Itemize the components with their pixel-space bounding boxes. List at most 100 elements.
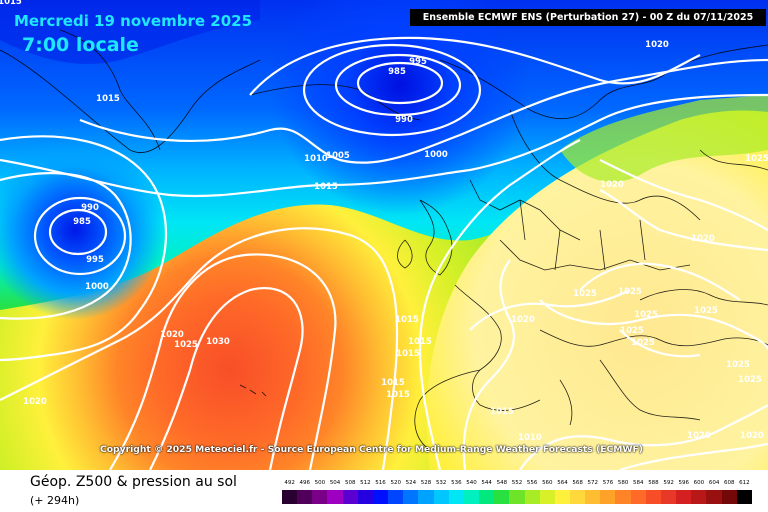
color-scale-label: 568 xyxy=(572,480,583,486)
color-scale-label: 536 xyxy=(451,480,462,486)
color-scale-swatch xyxy=(569,490,586,504)
local-time: 7:00 locale xyxy=(22,34,139,56)
map-label: 1000 xyxy=(424,150,448,160)
color-scale-swatch xyxy=(448,490,464,504)
color-scale-swatch xyxy=(494,490,510,504)
color-scale-swatch xyxy=(479,490,495,504)
map-label: 1025 xyxy=(631,338,655,348)
map-label: 1030 xyxy=(206,337,230,347)
color-scale-label: 500 xyxy=(314,480,326,486)
map-label: 1015 xyxy=(0,0,22,7)
map-label: 1010 xyxy=(518,433,542,443)
color-scale-label: 576 xyxy=(602,480,614,486)
model-run-banner: Ensemble ECMWF ENS (Perturbation 27) - 0… xyxy=(410,9,766,26)
color-scale-label: 504 xyxy=(329,480,341,486)
map-label: 995 xyxy=(86,255,104,265)
color-scale-label: 608 xyxy=(724,480,735,486)
map-label: 1025 xyxy=(726,360,750,370)
color-scale-label: 592 xyxy=(663,480,674,486)
color-scale-label: 572 xyxy=(587,480,599,486)
color-scale-swatch xyxy=(539,490,555,504)
z500-map: 1015 1015 995 985 990 1000 1010 1005 101… xyxy=(0,0,768,470)
map-label: 1015 xyxy=(408,337,432,347)
map-label: 1015 xyxy=(386,390,410,400)
color-scale-swatch xyxy=(297,490,313,504)
map-label: 1015 xyxy=(396,349,420,359)
map-label: 1015 xyxy=(490,407,514,417)
map-label: 985 xyxy=(388,67,406,77)
color-scale-bar xyxy=(282,490,752,504)
map-label: 1020 xyxy=(600,180,624,190)
map-label: 1020 xyxy=(23,397,47,407)
color-scale-swatch xyxy=(403,490,419,504)
color-scale-swatch xyxy=(721,490,737,504)
color-scale-swatch xyxy=(327,490,343,504)
map-label: 1015 xyxy=(314,182,338,192)
color-scale-swatch xyxy=(585,490,601,504)
color-scale-label: 532 xyxy=(435,480,447,486)
color-scale-swatch xyxy=(706,490,722,504)
color-scale-label: 492 xyxy=(284,480,295,486)
color-scale-label: 524 xyxy=(405,480,417,486)
color-scale: 492 496 500 504 508 512 516 520 524 528 532 536 540 5… xyxy=(282,480,752,504)
color-scale-swatch xyxy=(736,490,752,504)
color-scale-label: 516 xyxy=(375,480,386,486)
isobars xyxy=(0,36,768,470)
color-scale-swatch xyxy=(372,490,389,504)
color-scale-label: 512 xyxy=(360,480,371,486)
color-scale-swatch xyxy=(630,490,646,504)
copyright-credit: Copyright © 2025 Meteociel.fr - Source E… xyxy=(100,444,643,455)
color-scale-swatch xyxy=(433,490,449,504)
color-scale-swatch xyxy=(418,490,434,504)
map-label: 1020 xyxy=(740,431,764,441)
map-label: 1015 xyxy=(395,315,419,325)
color-scale-label: 588 xyxy=(648,480,659,486)
color-scale-label: 508 xyxy=(344,480,356,486)
map-label: 1025 xyxy=(618,287,642,297)
color-scale-label: 604 xyxy=(708,480,720,486)
map-label: 1025 xyxy=(738,375,762,385)
color-scale-label: 544 xyxy=(481,480,492,486)
color-scale-swatch xyxy=(600,490,616,504)
color-scale-swatch xyxy=(554,490,570,504)
map-label: 1010 xyxy=(304,154,328,164)
forecast-date: Mercredi 19 novembre 2025 xyxy=(14,12,253,30)
color-scale-swatch xyxy=(645,490,661,504)
map-label: 985 xyxy=(73,217,91,227)
color-scale-label: 548 xyxy=(496,480,508,486)
map-label: 1015 xyxy=(96,94,120,104)
color-scale-swatch xyxy=(676,490,692,504)
color-scale-swatch xyxy=(357,490,373,504)
map-label: 1000 xyxy=(85,282,109,292)
color-scale-label: 528 xyxy=(420,480,432,486)
color-scale-swatch xyxy=(509,490,525,504)
map-label: 1020 xyxy=(160,330,184,340)
map-label: 995 xyxy=(409,57,427,67)
color-scale-label: 560 xyxy=(542,480,553,486)
color-scale-swatch xyxy=(660,490,677,504)
map-label: 1025 xyxy=(174,340,198,350)
map-label: 1020 xyxy=(691,234,715,244)
color-scale-swatch xyxy=(615,490,631,504)
color-scale-label: 552 xyxy=(511,480,523,486)
color-scale-swatch xyxy=(524,490,540,504)
map-label: 1020 xyxy=(687,431,711,441)
color-scale-label: 520 xyxy=(390,480,401,486)
map-label: 1015 xyxy=(381,378,405,388)
map-label: 1020 xyxy=(511,315,535,325)
map-label: 1025 xyxy=(694,306,718,316)
map-label: 1020 xyxy=(645,40,669,50)
color-scale-labels: 492 496 500 504 508 512 516 520 524 528 532 536 540 5… xyxy=(282,480,752,490)
color-scale-label: 556 xyxy=(526,480,538,486)
map-label: 990 xyxy=(395,115,413,125)
color-scale-label: 580 xyxy=(617,480,629,486)
isobar-labels: 1015 1015 995 985 990 1000 1010 1005 101… xyxy=(0,0,768,443)
map-label: 1025 xyxy=(745,154,768,164)
color-scale-swatch xyxy=(342,490,358,504)
color-scale-label: 584 xyxy=(633,480,644,486)
color-scale-label: 540 xyxy=(466,480,477,486)
color-scale-label: 564 xyxy=(557,480,568,486)
color-scale-swatch xyxy=(691,490,707,504)
color-scale-swatch xyxy=(463,490,480,504)
